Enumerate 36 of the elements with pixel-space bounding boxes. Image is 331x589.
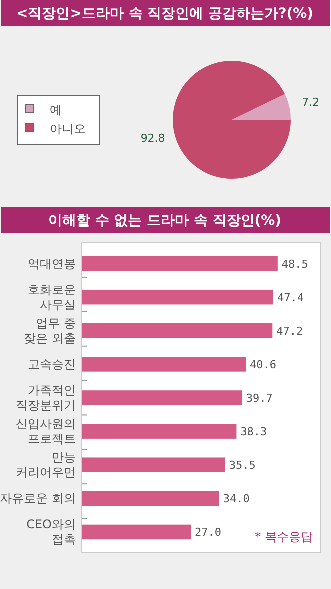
y-tick-label: 가족적인 직장분위기 bbox=[16, 384, 76, 412]
legend-label: 아니오 bbox=[50, 122, 86, 136]
data-label: 35.5 bbox=[229, 459, 256, 472]
data-label: 34.0 bbox=[223, 492, 250, 506]
data-label: 39.7 bbox=[246, 392, 273, 405]
y-tick-label: 호화로운 사무실 bbox=[28, 282, 76, 312]
y-tick-label: 고속승진 bbox=[28, 357, 76, 372]
data-label: 27.0 bbox=[195, 526, 222, 540]
chart-title: <직장인>드라마 속 직장인에 공감하는가?(%) bbox=[16, 6, 314, 22]
pie-slice bbox=[232, 94, 291, 120]
bar bbox=[82, 357, 246, 372]
y-tick-label: 만능 커리어우먼 bbox=[16, 450, 76, 480]
data-label: 38.3 bbox=[240, 426, 268, 439]
data-label: 47.4 bbox=[277, 291, 304, 304]
bar bbox=[82, 324, 273, 338]
bar bbox=[82, 491, 220, 506]
pie-slice bbox=[173, 61, 291, 179]
bar bbox=[82, 424, 237, 439]
y-tick-label: 자유로운 회의 bbox=[0, 492, 76, 506]
data-label: 40.6 bbox=[250, 358, 276, 372]
y-tick-label: 업무 중 잦은 외출 bbox=[24, 316, 76, 346]
chart-title: 이해할 수 없는 드라마 속 직장인(%) bbox=[48, 213, 282, 229]
y-tick-label: 신입사원의 프로젝트 bbox=[16, 417, 76, 446]
data-label: 48.5 bbox=[282, 258, 308, 271]
legend-label: 예 bbox=[50, 103, 62, 117]
annotation: * 복수응답 bbox=[255, 530, 313, 544]
bar bbox=[82, 524, 192, 540]
bar bbox=[82, 458, 226, 472]
bar bbox=[82, 390, 242, 406]
bar bbox=[82, 290, 274, 305]
data-label: 7.2 bbox=[302, 96, 320, 109]
data-label: 92.8 bbox=[140, 132, 166, 146]
y-tick-label: CEO와의 접촉 bbox=[26, 518, 76, 547]
data-label: 47.2 bbox=[276, 324, 304, 338]
y-tick-label: 억대연봉 bbox=[28, 256, 76, 271]
bar bbox=[82, 256, 278, 272]
